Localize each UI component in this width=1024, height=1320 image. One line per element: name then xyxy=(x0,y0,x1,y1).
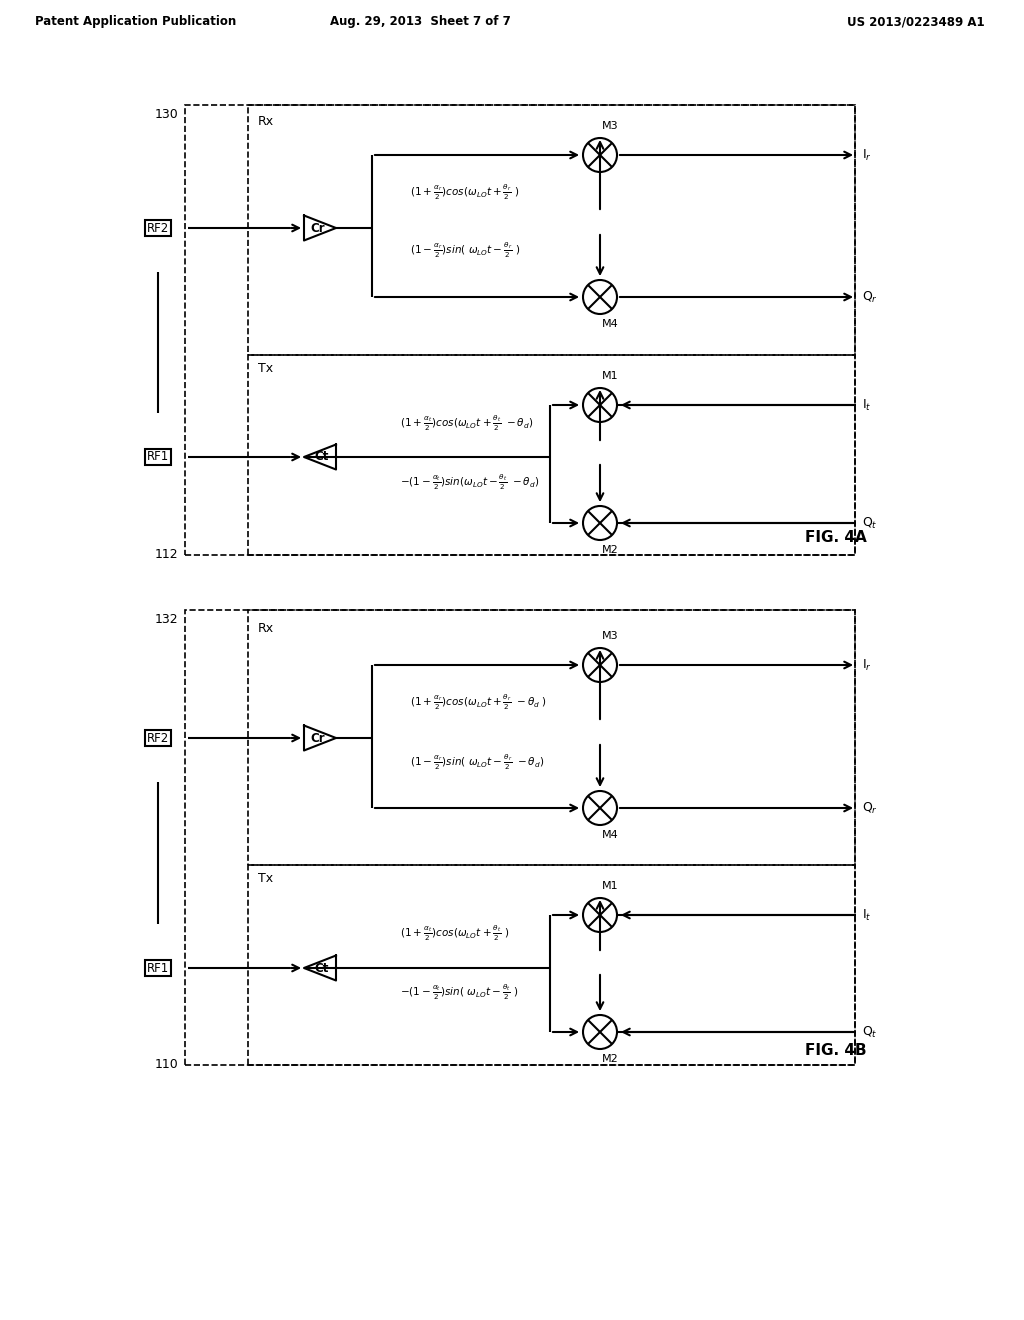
Text: M4: M4 xyxy=(602,830,618,840)
Text: Cr: Cr xyxy=(310,222,326,235)
Text: 132: 132 xyxy=(155,612,178,626)
Text: M2: M2 xyxy=(602,545,618,554)
Text: 110: 110 xyxy=(155,1059,178,1071)
Text: $(1-\frac{\alpha_r}{2})sin(\ \omega_{LO}t-\frac{\theta_r}{2}\ )$: $(1-\frac{\alpha_r}{2})sin(\ \omega_{LO}… xyxy=(410,240,520,260)
Text: Ct: Ct xyxy=(314,450,329,463)
Text: Rx: Rx xyxy=(258,115,274,128)
Text: RF1: RF1 xyxy=(146,961,169,974)
Text: $(1+\frac{\alpha_r}{2})cos(\omega_{LO}t+\frac{\theta_r}{2}\ -\theta_d\ )$: $(1+\frac{\alpha_r}{2})cos(\omega_{LO}t+… xyxy=(410,692,547,711)
Text: Q$_t$: Q$_t$ xyxy=(862,515,878,531)
Text: FIG. 4A: FIG. 4A xyxy=(805,531,866,545)
Text: Ct: Ct xyxy=(314,961,329,974)
Text: I$_t$: I$_t$ xyxy=(862,907,871,923)
Text: I$_r$: I$_r$ xyxy=(862,148,871,162)
Text: Tx: Tx xyxy=(258,873,273,884)
Text: M3: M3 xyxy=(602,121,618,131)
Text: $-(1-\frac{\alpha_t}{2})sin(\ \omega_{LO}t-\frac{\theta_t}{2}\ )$: $-(1-\frac{\alpha_t}{2})sin(\ \omega_{LO… xyxy=(400,982,519,1002)
Text: 112: 112 xyxy=(155,548,178,561)
Text: I$_r$: I$_r$ xyxy=(862,657,871,673)
Text: Q$_t$: Q$_t$ xyxy=(862,1024,878,1040)
Text: $(1+\frac{\alpha_t}{2})cos(\omega_{LO}t+\frac{\theta_t}{2}\ -\theta_d)$: $(1+\frac{\alpha_t}{2})cos(\omega_{LO}t+… xyxy=(400,413,534,433)
Text: $(1+\frac{\alpha_r}{2})cos(\omega_{LO}t+\frac{\theta_r}{2}\ )$: $(1+\frac{\alpha_r}{2})cos(\omega_{LO}t+… xyxy=(410,182,519,202)
Text: M2: M2 xyxy=(602,1053,618,1064)
Text: RF2: RF2 xyxy=(146,731,169,744)
Text: M4: M4 xyxy=(602,319,618,329)
Text: $(1-\frac{\alpha_r}{2})sin(\ \omega_{LO}t-\frac{\theta_r}{2}\ -\theta_d)$: $(1-\frac{\alpha_r}{2})sin(\ \omega_{LO}… xyxy=(410,752,544,772)
Text: Rx: Rx xyxy=(258,622,274,635)
Text: M1: M1 xyxy=(602,371,618,381)
Text: Patent Application Publication: Patent Application Publication xyxy=(35,16,237,29)
Text: M1: M1 xyxy=(602,880,618,891)
Text: Tx: Tx xyxy=(258,362,273,375)
Text: Cr: Cr xyxy=(310,731,326,744)
Text: Aug. 29, 2013  Sheet 7 of 7: Aug. 29, 2013 Sheet 7 of 7 xyxy=(330,16,510,29)
Text: M3: M3 xyxy=(602,631,618,642)
Text: US 2013/0223489 A1: US 2013/0223489 A1 xyxy=(848,16,985,29)
Text: RF2: RF2 xyxy=(146,222,169,235)
Text: Q$_r$: Q$_r$ xyxy=(862,800,878,816)
Text: 130: 130 xyxy=(155,108,178,121)
Text: $(1+\frac{\alpha_t}{2})cos(\omega_{LO}t+\frac{\theta_t}{2}\ )$: $(1+\frac{\alpha_t}{2})cos(\omega_{LO}t+… xyxy=(400,923,509,942)
Text: Q$_r$: Q$_r$ xyxy=(862,289,878,305)
Text: RF1: RF1 xyxy=(146,450,169,463)
Text: FIG. 4B: FIG. 4B xyxy=(805,1043,866,1059)
Text: I$_t$: I$_t$ xyxy=(862,397,871,413)
Text: $-(1-\frac{\alpha_t}{2})sin(\omega_{LO}t-\frac{\theta_t}{2}\ -\theta_d)$: $-(1-\frac{\alpha_t}{2})sin(\omega_{LO}t… xyxy=(400,473,540,492)
